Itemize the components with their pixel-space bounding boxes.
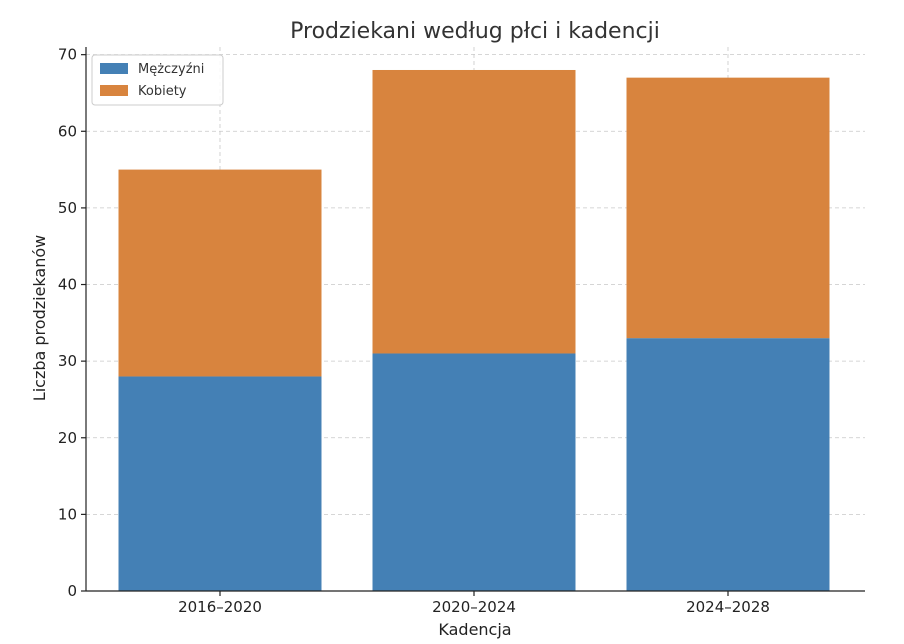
x-tick-label: 2016–2020 xyxy=(178,598,262,616)
y-tick-label: 0 xyxy=(67,582,77,600)
bar-women-2 xyxy=(626,77,830,339)
legend-swatch-women xyxy=(100,85,128,96)
y-tick-label: 40 xyxy=(58,276,77,294)
y-axis-label: Liczba prodziekanów xyxy=(30,235,49,401)
bar-men-1 xyxy=(372,353,576,591)
legend: Mężczyźni Kobiety xyxy=(91,54,224,106)
x-axis-label: Kadencja xyxy=(438,620,511,639)
tick-labels: 0 10 20 30 40 50 60 70 2016–2020 2020–2024 2024–20… xyxy=(58,46,770,616)
chart-title: Prodziekani według płci i kadencji xyxy=(290,19,660,44)
bar-men-0 xyxy=(118,376,322,591)
y-tick-label: 60 xyxy=(58,122,77,140)
bars xyxy=(118,69,830,591)
y-tick-label: 50 xyxy=(58,199,77,217)
legend-label-women: Kobiety xyxy=(138,84,187,99)
y-tick-label: 10 xyxy=(58,505,77,523)
x-tick-label: 2020–2024 xyxy=(432,598,516,616)
bar-women-0 xyxy=(118,169,322,377)
bar-men-2 xyxy=(626,338,830,591)
y-tick-label: 70 xyxy=(58,46,77,64)
axes xyxy=(81,47,865,596)
legend-swatch-men xyxy=(100,63,128,74)
y-tick-label: 20 xyxy=(58,429,77,447)
bar-women-1 xyxy=(372,69,576,354)
x-tick-label: 2024–2028 xyxy=(686,598,770,616)
legend-label-men: Mężczyźni xyxy=(138,62,204,77)
y-tick-label: 30 xyxy=(58,352,77,370)
